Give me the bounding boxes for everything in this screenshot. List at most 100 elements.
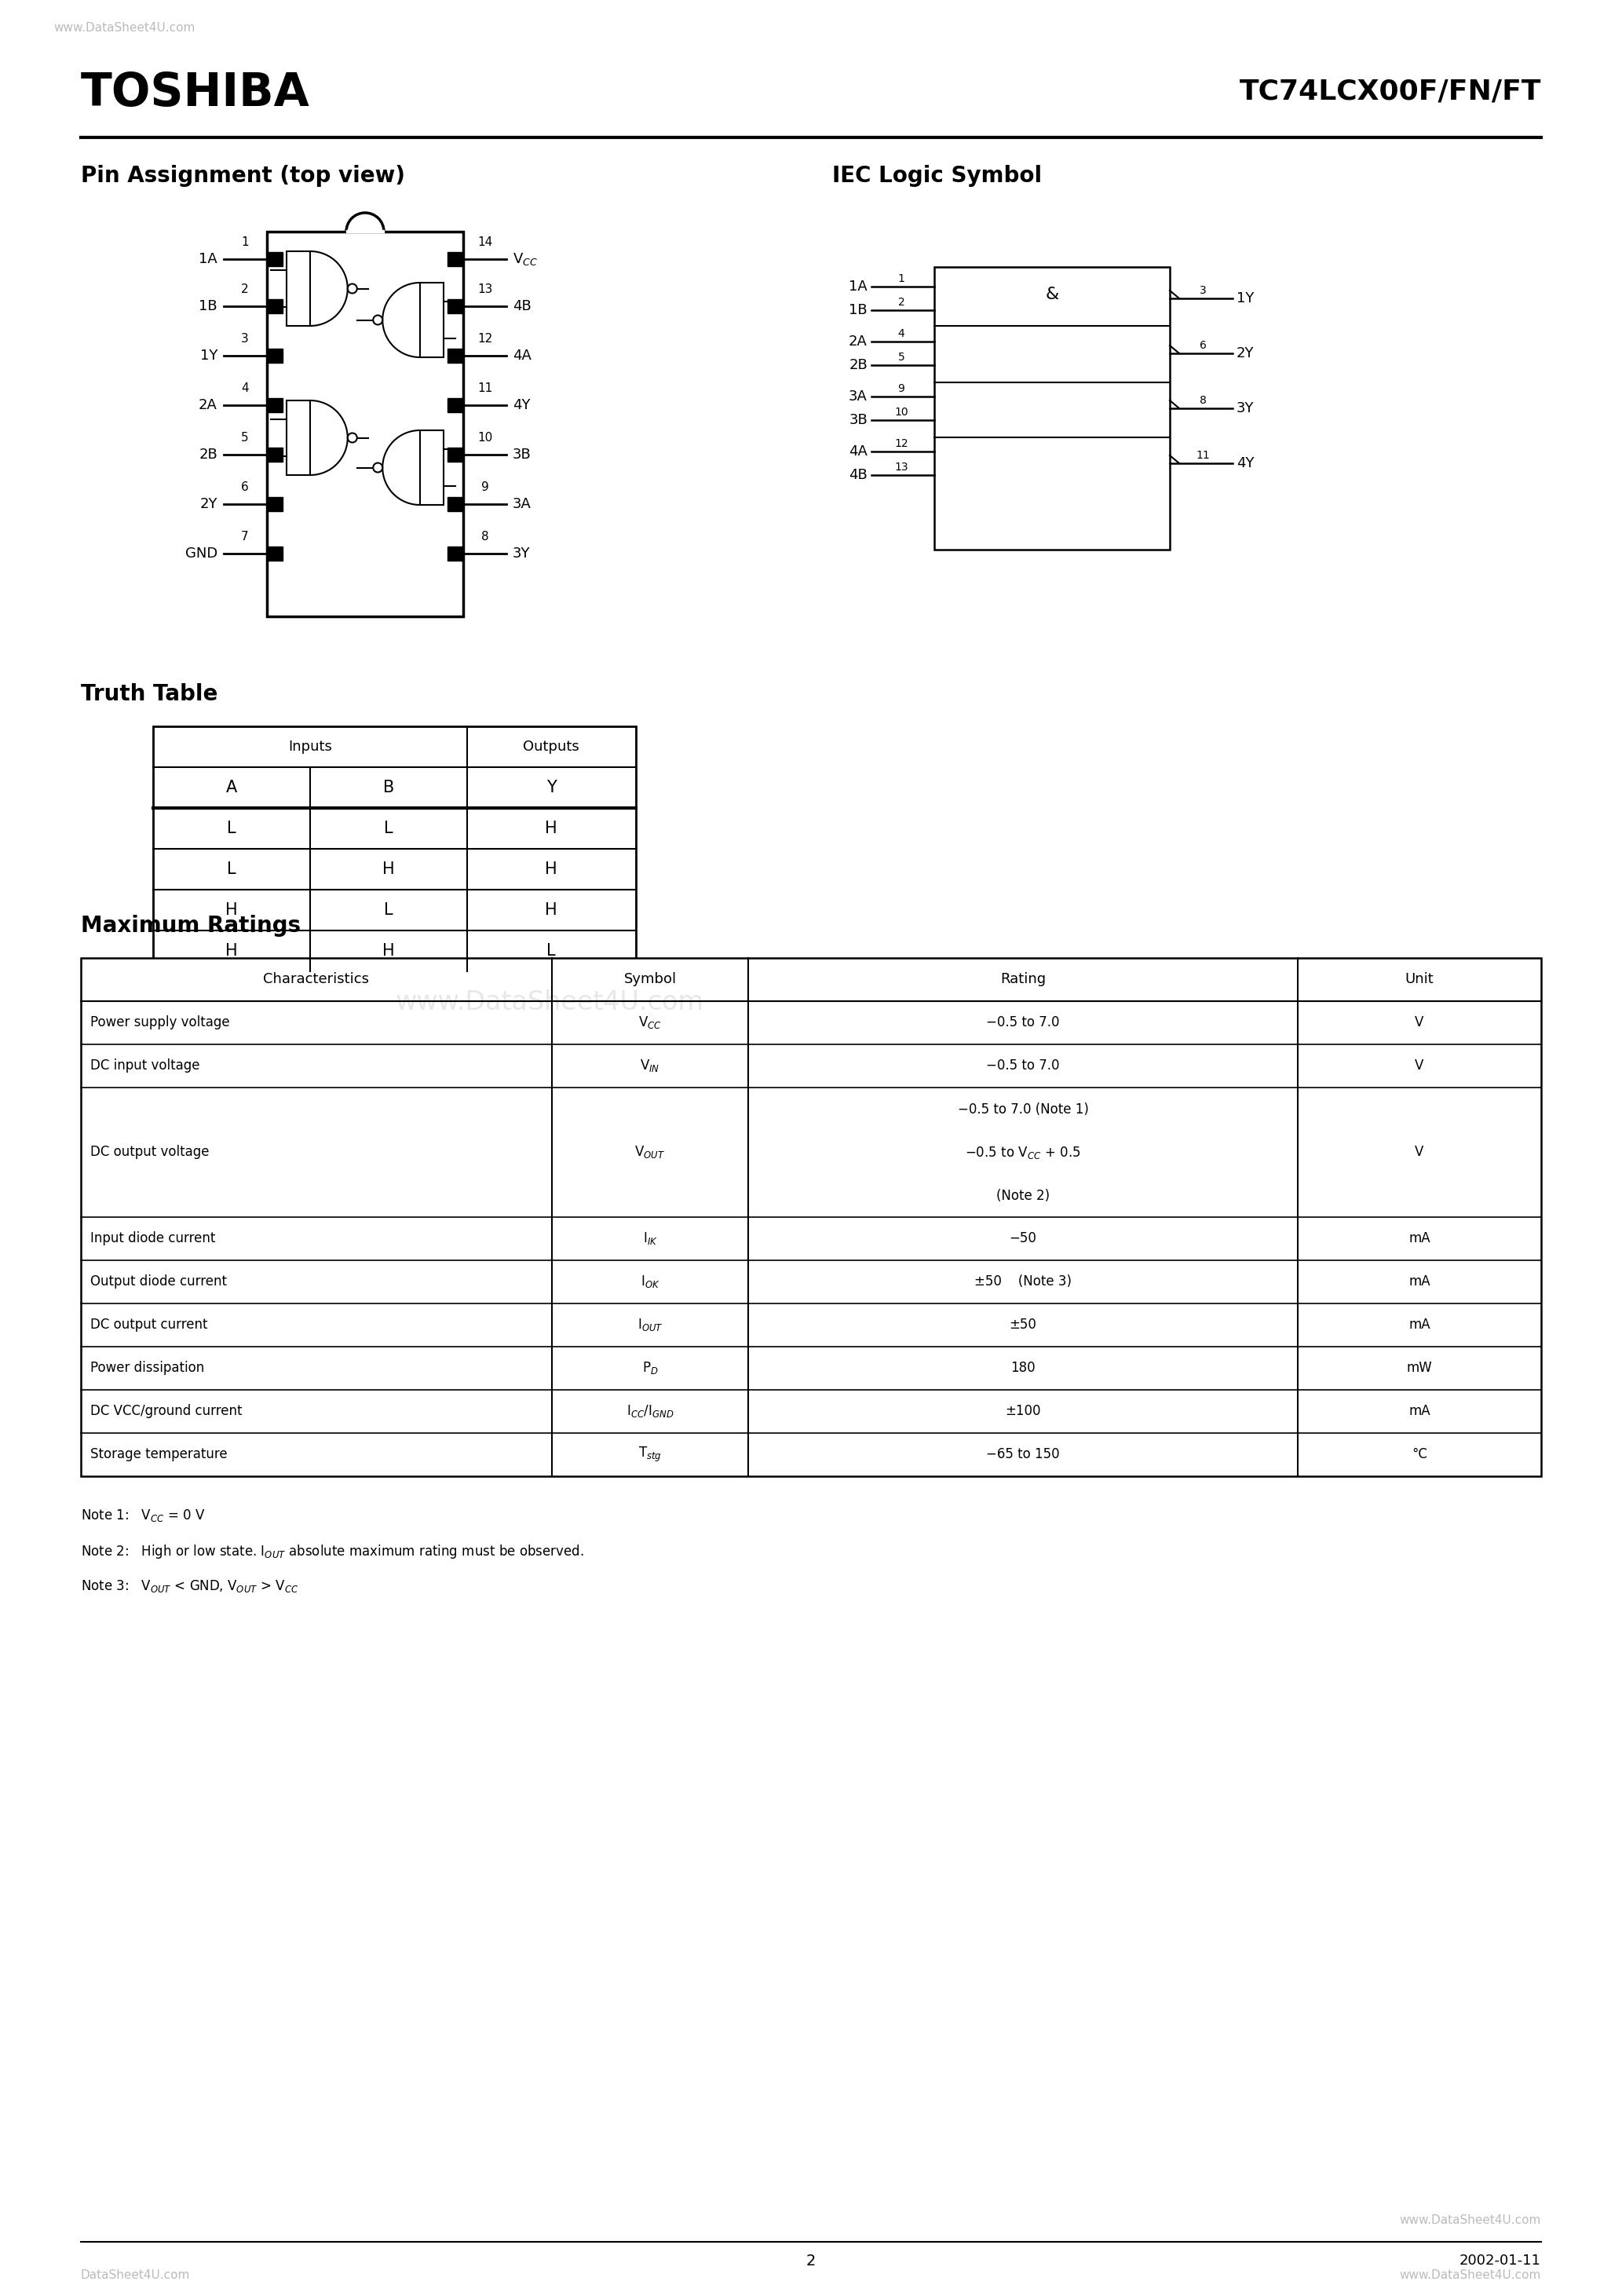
- Text: H: H: [225, 944, 238, 960]
- Text: 3A: 3A: [848, 390, 868, 404]
- Bar: [448, 253, 464, 266]
- Bar: [420, 429, 443, 505]
- Text: 4: 4: [242, 383, 248, 395]
- Text: 1Y: 1Y: [200, 349, 217, 363]
- Text: H: H: [545, 902, 558, 918]
- Text: 1A: 1A: [200, 253, 217, 266]
- Text: 2: 2: [899, 296, 905, 308]
- Text: 10: 10: [477, 432, 493, 443]
- Text: (Note 2): (Note 2): [996, 1189, 1049, 1203]
- Text: 3Y: 3Y: [513, 546, 530, 560]
- Text: B: B: [383, 781, 394, 794]
- Text: T$_{stg}$: T$_{stg}$: [639, 1444, 662, 1463]
- Text: Power supply voltage: Power supply voltage: [91, 1015, 230, 1029]
- Text: −0.5 to 7.0 (Note 1): −0.5 to 7.0 (Note 1): [957, 1102, 1088, 1116]
- Text: ±100: ±100: [1006, 1403, 1041, 1419]
- Text: Storage temperature: Storage temperature: [91, 1446, 227, 1460]
- Bar: [448, 448, 464, 461]
- Text: Power dissipation: Power dissipation: [91, 1362, 204, 1375]
- Text: Characteristics: Characteristics: [263, 971, 370, 987]
- Text: Rating: Rating: [1001, 971, 1046, 987]
- Text: I$_{OUT}$: I$_{OUT}$: [637, 1318, 663, 1332]
- Text: 2Y: 2Y: [200, 496, 217, 512]
- Text: I$_{IK}$: I$_{IK}$: [642, 1231, 657, 1247]
- Text: ±50    (Note 3): ±50 (Note 3): [975, 1274, 1072, 1288]
- Text: mA: mA: [1408, 1274, 1431, 1288]
- Text: 12: 12: [477, 333, 493, 344]
- Text: 11: 11: [1195, 450, 1210, 461]
- Text: Symbol: Symbol: [624, 971, 676, 987]
- Text: V: V: [1414, 1058, 1424, 1072]
- Text: Note 2:   High or low state. I$_{OUT}$ absolute maximum rating must be observed.: Note 2: High or low state. I$_{OUT}$ abs…: [81, 1543, 584, 1561]
- Text: DC VCC/ground current: DC VCC/ground current: [91, 1403, 242, 1419]
- Bar: [268, 496, 282, 512]
- Text: 3A: 3A: [513, 496, 532, 512]
- Text: 5: 5: [899, 351, 905, 363]
- Text: mA: mA: [1408, 1318, 1431, 1332]
- Bar: [448, 397, 464, 413]
- Text: 4B: 4B: [513, 298, 532, 312]
- Text: Pin Assignment (top view): Pin Assignment (top view): [81, 165, 406, 186]
- Text: 1: 1: [242, 236, 248, 248]
- Text: 5: 5: [242, 432, 248, 443]
- Text: TC74LCX00F/FN/FT: TC74LCX00F/FN/FT: [1239, 78, 1541, 106]
- Text: 14: 14: [477, 236, 493, 248]
- Text: 4: 4: [899, 328, 905, 340]
- Bar: [268, 397, 282, 413]
- Text: L: L: [384, 820, 393, 836]
- Circle shape: [373, 315, 383, 324]
- Text: mA: mA: [1408, 1231, 1431, 1244]
- Bar: [268, 298, 282, 312]
- Text: 2B: 2B: [200, 448, 217, 461]
- Text: V: V: [1414, 1146, 1424, 1159]
- Text: 1A: 1A: [848, 280, 868, 294]
- Bar: [420, 282, 443, 358]
- Bar: [345, 230, 384, 232]
- Text: 6: 6: [242, 482, 248, 494]
- Text: mA: mA: [1408, 1403, 1431, 1419]
- Text: V: V: [1414, 1015, 1424, 1029]
- Text: °C: °C: [1411, 1446, 1427, 1460]
- Text: V$_{OUT}$: V$_{OUT}$: [634, 1143, 665, 1159]
- Text: P$_{D}$: P$_{D}$: [642, 1359, 659, 1375]
- Text: 2: 2: [806, 2255, 816, 2268]
- Text: −0.5 to V$_{CC}$ + 0.5: −0.5 to V$_{CC}$ + 0.5: [965, 1143, 1080, 1159]
- Text: L: L: [227, 861, 237, 877]
- Bar: [81, 957, 1541, 1476]
- Text: Inputs: Inputs: [289, 739, 333, 753]
- Text: &: &: [1045, 287, 1059, 303]
- Text: 4Y: 4Y: [513, 397, 530, 413]
- Text: H: H: [383, 944, 394, 960]
- Text: Output diode current: Output diode current: [91, 1274, 227, 1288]
- Text: DataSheet4U.com: DataSheet4U.com: [81, 2268, 190, 2282]
- Bar: [268, 232, 464, 615]
- Text: www.DataSheet4U.com: www.DataSheet4U.com: [1400, 2213, 1541, 2227]
- Text: 3Y: 3Y: [1236, 402, 1254, 416]
- Text: 2B: 2B: [848, 358, 868, 372]
- Bar: [268, 448, 282, 461]
- Text: H: H: [225, 902, 238, 918]
- Circle shape: [347, 285, 357, 294]
- Text: 2A: 2A: [200, 397, 217, 413]
- Bar: [287, 250, 310, 326]
- Text: 11: 11: [477, 383, 493, 395]
- Text: 4Y: 4Y: [1236, 457, 1254, 471]
- Text: 10: 10: [894, 406, 908, 418]
- Text: 12: 12: [894, 439, 908, 450]
- Bar: [448, 496, 464, 512]
- Text: Input diode current: Input diode current: [91, 1231, 216, 1244]
- Circle shape: [373, 464, 383, 473]
- Text: L: L: [384, 902, 393, 918]
- Text: I$_{OK}$: I$_{OK}$: [641, 1274, 660, 1290]
- Text: 2: 2: [242, 282, 248, 296]
- Text: Outputs: Outputs: [522, 739, 579, 753]
- Text: mW: mW: [1406, 1362, 1432, 1375]
- Text: DC output current: DC output current: [91, 1318, 208, 1332]
- Text: 13: 13: [894, 461, 908, 473]
- Text: H: H: [545, 820, 558, 836]
- Text: DC output voltage: DC output voltage: [91, 1146, 209, 1159]
- Text: www.DataSheet4U.com: www.DataSheet4U.com: [1400, 2268, 1541, 2282]
- Text: 3: 3: [242, 333, 248, 344]
- Text: 7: 7: [242, 530, 248, 542]
- Text: A: A: [225, 781, 237, 794]
